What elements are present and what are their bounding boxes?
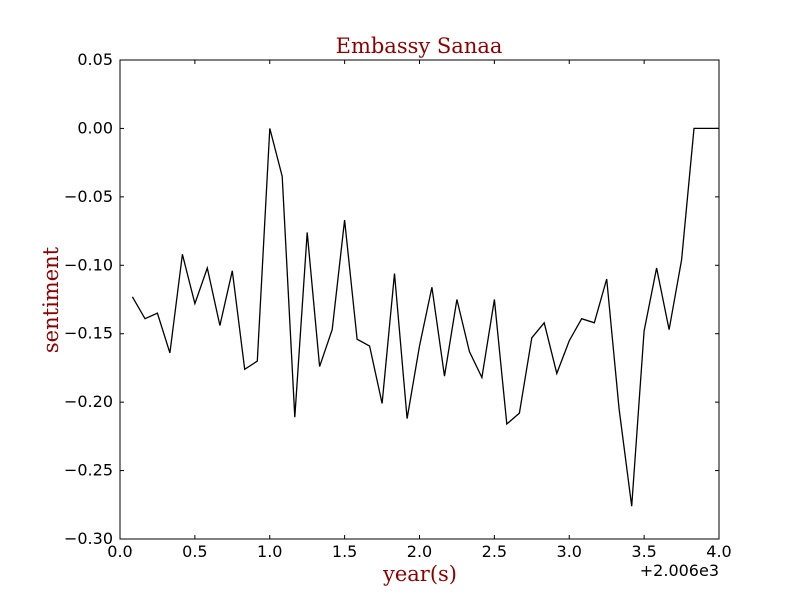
y-tick-label: 0.00 bbox=[77, 118, 113, 137]
series-line-1 bbox=[131, 127, 719, 507]
x-axis-label: year(s) bbox=[382, 562, 457, 586]
x-tick-label: 4.0 bbox=[706, 542, 731, 561]
x-tick-label: 1.0 bbox=[257, 542, 282, 561]
y-tick-label: −0.20 bbox=[64, 392, 113, 411]
y-tick-label: −0.25 bbox=[64, 461, 113, 480]
axes-frame bbox=[119, 59, 720, 540]
x-tick-label: 1.5 bbox=[332, 542, 357, 561]
x-tick-label: 2.5 bbox=[482, 542, 507, 561]
x-tick-label: 3.5 bbox=[631, 542, 656, 561]
x-tick-label: 0.5 bbox=[182, 542, 207, 561]
y-tick-label: −0.10 bbox=[64, 255, 113, 274]
x-tick-label: 2.0 bbox=[407, 542, 432, 561]
x-tick-label: 3.0 bbox=[557, 542, 582, 561]
chart-title: Embassy Sanaa bbox=[336, 34, 503, 58]
y-tick-label: −0.30 bbox=[64, 529, 113, 548]
y-tick-label: 0.05 bbox=[77, 50, 113, 69]
x-tick-label: 0.0 bbox=[107, 542, 132, 561]
y-axis-label: sentiment bbox=[39, 246, 63, 353]
y-tick-label: −0.15 bbox=[64, 324, 113, 343]
plot-area: 0.0 0.5 1.0 1.5 2.0 2.5 3.0 3.5 4.0 0.05 0.00 −0.05… bbox=[64, 50, 732, 561]
x-axis-offset-label: +2.006e3 bbox=[640, 561, 719, 580]
y-tick-label: −0.05 bbox=[64, 187, 113, 206]
